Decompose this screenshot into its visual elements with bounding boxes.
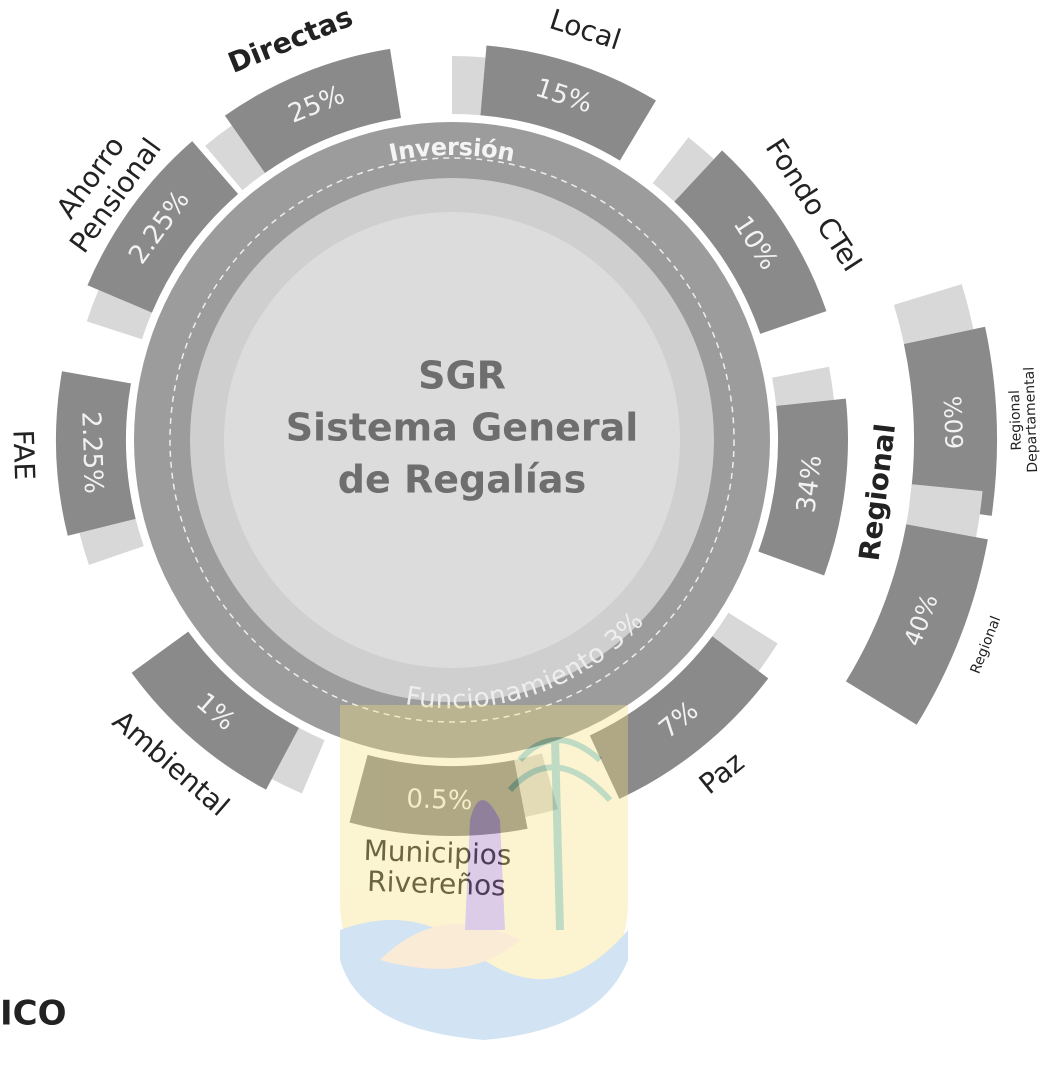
segment-light	[205, 125, 266, 191]
segment-light	[772, 366, 834, 406]
dashed-line	[169, 157, 735, 723]
segment-value: 34%	[791, 453, 828, 514]
segment-light	[652, 137, 714, 202]
inner-disk	[224, 212, 680, 668]
segment-light	[452, 56, 486, 116]
segment-label: Paz	[693, 745, 751, 801]
segment-label: Regional	[1007, 390, 1025, 451]
segment-light	[79, 518, 144, 566]
center-title: Sistema General	[286, 406, 639, 450]
segment-light	[271, 727, 325, 794]
segment-light	[86, 289, 152, 340]
segment	[224, 48, 402, 173]
segment	[131, 631, 299, 790]
segment	[87, 141, 239, 313]
segment	[56, 371, 136, 536]
segment-label: FAE	[6, 429, 41, 481]
watermark-shield	[340, 705, 628, 1040]
segment	[845, 524, 988, 725]
segment	[589, 636, 769, 799]
segment	[349, 754, 528, 837]
segment-label: Local	[546, 3, 625, 57]
segment	[758, 398, 848, 576]
segment-light	[514, 753, 558, 817]
segment-label: Municipios	[363, 834, 512, 872]
center-title: SGR	[418, 354, 506, 398]
segment-value: 60%	[939, 395, 969, 449]
segment-light	[893, 284, 974, 344]
segment-label: Rivereños	[367, 865, 507, 903]
segment-light	[906, 484, 983, 538]
segment	[903, 326, 997, 516]
segment	[674, 150, 827, 334]
segment	[480, 45, 656, 161]
center-title: de Regalías	[338, 458, 586, 502]
segment-light	[712, 612, 778, 672]
segment-label: Regional	[968, 614, 1005, 676]
corner-text: ICO	[0, 994, 67, 1034]
segment-label: Departamental	[1022, 367, 1042, 473]
segment-label: Regional	[853, 422, 903, 563]
segment-value: 2.25%	[75, 411, 108, 495]
segment-value: 0.5%	[406, 784, 473, 816]
